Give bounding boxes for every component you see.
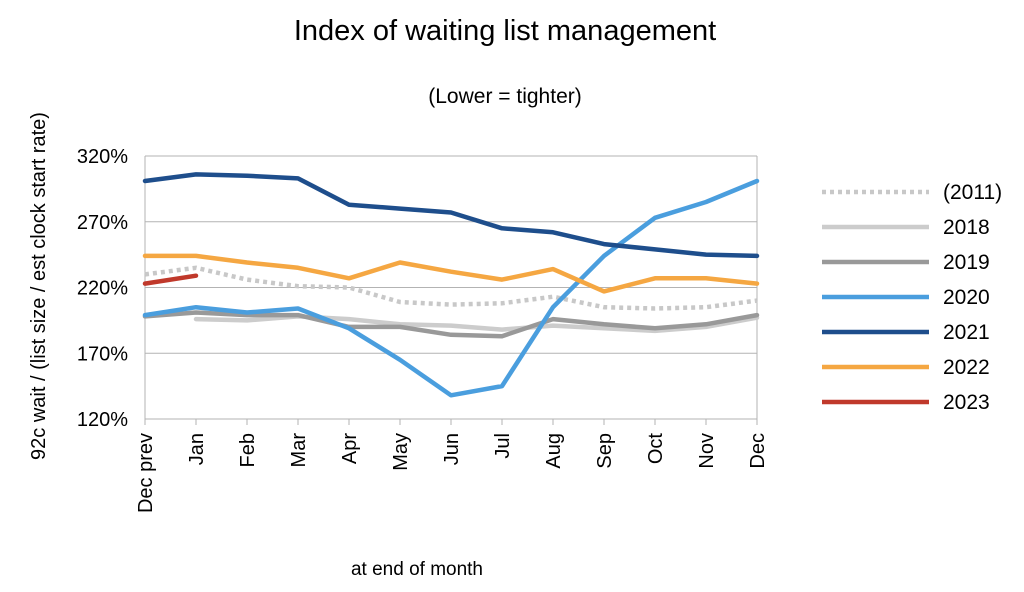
x-axis-label: at end of month (351, 559, 483, 580)
y-tick-label: 120% (77, 409, 128, 431)
x-tick-label: Jul (492, 433, 514, 459)
series-line (142, 310, 760, 339)
x-tick-label: Mar (288, 433, 310, 468)
series-line (142, 178, 760, 398)
x-tick-label: Jun (441, 433, 463, 465)
legend-label: 2018 (943, 216, 990, 239)
legend: (2011) 2018 2019 2020 2021 2022 2023 (822, 181, 1002, 414)
series-line (144, 265, 758, 311)
x-tick-label: May (390, 433, 412, 471)
legend-label: 2019 (943, 251, 990, 274)
x-tick-label: Nov (696, 433, 718, 469)
series-line (142, 253, 760, 294)
y-axis-label: 92c wait / (list size / est clock start … (28, 112, 50, 460)
legend-label: 2023 (943, 391, 990, 414)
x-tick-label: Sep (594, 433, 616, 469)
y-tick-label: 170% (77, 343, 128, 365)
series-line (142, 273, 199, 286)
legend-label: (2011) (943, 181, 1002, 204)
series-line (142, 172, 760, 259)
legend-label: 2021 (943, 321, 990, 344)
x-tick-label: Aug (543, 433, 565, 469)
series-2020 (142, 178, 760, 398)
series-2019 (142, 310, 760, 339)
y-tick-label: 270% (77, 212, 128, 234)
series-2011 (144, 265, 758, 311)
series-2021 (142, 172, 760, 259)
plot-area: 120% 170% 220% 270% 320% Dec prev Jan Feb Mar Apr… (77, 146, 769, 513)
legend-label: 2020 (943, 286, 990, 309)
x-tick-label: Apr (339, 433, 361, 464)
x-tick-label: Feb (237, 433, 259, 467)
y-tick-label: 220% (77, 278, 128, 300)
chart-subtitle: (Lower = tighter) (428, 85, 581, 108)
chart-title: Index of waiting list management (294, 15, 716, 47)
legend-label: 2022 (943, 356, 990, 379)
series-2023 (142, 273, 199, 286)
x-tick-label: Dec (747, 433, 769, 469)
y-tick-label: 320% (77, 146, 128, 168)
series-2022 (142, 253, 760, 294)
x-tick-label: Jan (186, 433, 208, 465)
x-tick-label: Oct (645, 433, 667, 465)
x-tick-label: Dec prev (135, 433, 157, 513)
